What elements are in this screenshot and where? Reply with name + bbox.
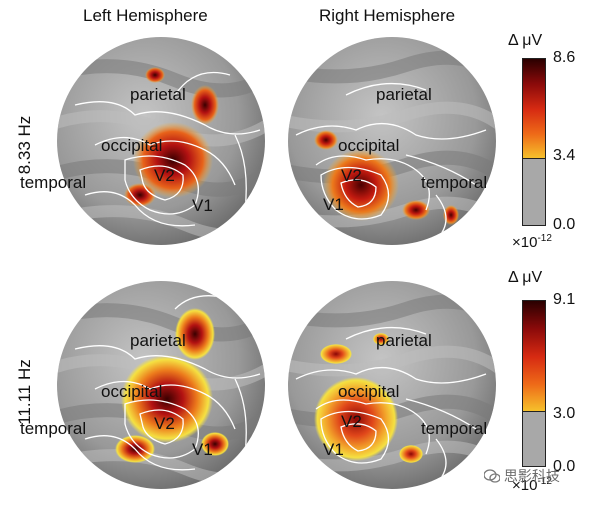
region-label-parietal: parietal — [130, 85, 186, 104]
watermark-text: 思影科技 — [503, 468, 560, 484]
brain-surface-left-row2 — [57, 281, 265, 489]
region-label-v1: V1 — [192, 440, 213, 459]
colorbar-title-row1: Δ μV — [508, 32, 543, 49]
colorbar-exponent-base: ×10 — [512, 477, 538, 494]
colorbar-below-threshold-row2 — [523, 410, 545, 466]
brain-left-row1: parietal occipital temporal V2 V1 — [20, 35, 267, 247]
region-label-occipital: occipital — [101, 382, 163, 401]
region-label-v2: V2 — [154, 166, 175, 185]
brain-right-row1: parietal occipital temporal V2 V1 — [286, 35, 498, 247]
region-label-v1: V1 — [323, 440, 344, 459]
colorbar-gradient-row2 — [523, 301, 545, 412]
column-title-left: Left Hemisphere — [83, 6, 208, 25]
colorbar-exponent-row2: ×10-12 — [512, 476, 552, 494]
brain-right-row2: parietal occipital temporal V2 V1 — [286, 279, 498, 491]
brain-surface-left-row1 — [57, 37, 265, 245]
region-label-occipital: occipital — [338, 136, 400, 155]
wechat-icon — [483, 469, 501, 483]
colorbar-row1 — [522, 58, 546, 226]
region-label-temporal: temporal — [421, 173, 488, 192]
region-label-temporal: temporal — [20, 419, 87, 438]
colorbar-exponent-power: -12 — [537, 233, 552, 244]
colorbar-exponent-row1: ×10-12 — [512, 233, 552, 251]
colorbar-row2 — [522, 300, 546, 467]
colorbar-title-row2: Δ μV — [508, 269, 543, 286]
colorbar-min-row1: 0.0 — [553, 216, 576, 233]
brain-surface-right-row2 — [288, 281, 496, 489]
region-label-parietal: parietal — [376, 85, 432, 104]
region-label-v2: V2 — [154, 414, 175, 433]
colorbar-max-row1: 8.6 — [553, 49, 576, 66]
region-label-occipital: occipital — [338, 382, 400, 401]
watermark: 思影科技 — [483, 466, 560, 486]
region-label-temporal: temporal — [421, 419, 488, 438]
colorbar-threshold-row1: 3.4 — [553, 147, 576, 164]
region-label-temporal: temporal — [20, 173, 87, 192]
brain-surface-right-row1 — [288, 37, 496, 245]
colorbar-threshold-row2: 3.0 — [553, 405, 576, 422]
colorbar-below-threshold-row1 — [523, 158, 545, 225]
colorbar-min-row2: 0.0 — [553, 458, 576, 475]
region-label-v2: V2 — [341, 166, 362, 185]
column-title-right: Right Hemisphere — [319, 6, 456, 25]
region-label-v1: V1 — [323, 195, 344, 214]
row-label-top: 8.33 Hz — [15, 115, 34, 175]
region-label-v1: V1 — [192, 196, 213, 215]
region-label-occipital: occipital — [101, 136, 163, 155]
colorbar-exponent-base: ×10 — [512, 234, 538, 251]
brain-left-row2: parietal occipital temporal V2 V1 — [20, 279, 267, 491]
region-label-parietal: parietal — [130, 331, 186, 350]
region-label-v2: V2 — [341, 412, 362, 431]
region-label-parietal: parietal — [376, 331, 432, 350]
colorbar-exponent-power: -12 — [537, 476, 552, 487]
colorbar-max-row2: 9.1 — [553, 291, 576, 308]
colorbar-gradient-row1 — [523, 59, 545, 160]
